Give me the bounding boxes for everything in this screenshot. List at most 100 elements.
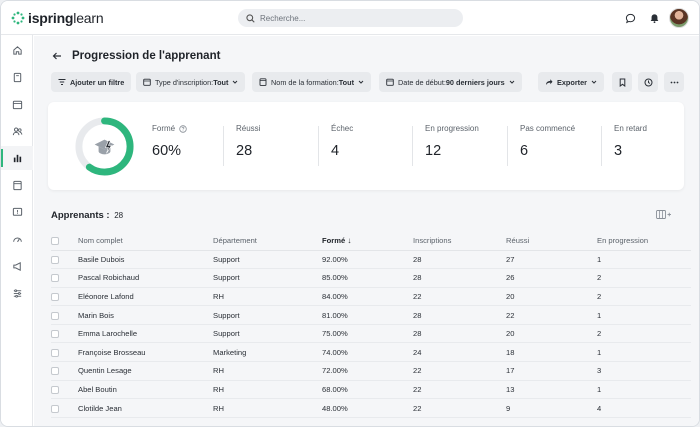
name-cell[interactable]: Clotilde Jean: [78, 398, 213, 418]
row-checkbox[interactable]: [51, 292, 59, 301]
table-row[interactable]: Basile Dubois Support 92.00% 28 27 1: [51, 250, 691, 270]
sidebar-item-home[interactable]: [1, 38, 33, 62]
enrollments-cell: 22: [413, 380, 506, 400]
enrollments-cell: 22: [413, 398, 506, 418]
passed-cell: 18: [506, 342, 597, 363]
filter-enrollment-type[interactable]: Type d'inscription: Tout: [136, 72, 246, 92]
trained-cell: 84.00%: [322, 287, 413, 307]
name-cell[interactable]: Françoise Brosseau: [78, 342, 213, 363]
column-header-passed[interactable]: Réussi: [506, 232, 597, 251]
bookmark-button[interactable]: [612, 72, 632, 92]
ispring-logo-icon: [11, 11, 25, 25]
in-progress-cell: 2: [597, 268, 691, 288]
department-cell: Support: [213, 268, 322, 288]
passed-cell: 17: [506, 361, 597, 381]
row-checkbox[interactable]: [51, 330, 59, 339]
table-row[interactable]: Pascal Robichaud Support 85.00% 28 26 2: [51, 268, 691, 288]
user-avatar[interactable]: [669, 8, 689, 28]
export-button[interactable]: Exporter: [538, 72, 605, 92]
table-row[interactable]: Eléonore Lafond RH 84.00% 22 20 2: [51, 287, 691, 307]
column-header-name[interactable]: Nom complet: [78, 232, 213, 251]
table-row[interactable]: Clotilde Jean RH 48.00% 22 9 4: [51, 398, 691, 418]
row-select-cell: [51, 287, 78, 307]
table-row[interactable]: Françoise Brosseau Marketing 74.00% 24 18 1: [51, 342, 691, 363]
export-label: Exporter: [557, 77, 588, 87]
help-circle-icon[interactable]: [179, 124, 187, 133]
row-checkbox[interactable]: [51, 255, 59, 264]
row-checkbox[interactable]: [51, 367, 59, 376]
sidebar-item-performance[interactable]: [1, 227, 33, 251]
table-row[interactable]: Emma Larochelle Support 75.00% 28 20 2: [51, 324, 691, 344]
add-filter-button[interactable]: Ajouter un filtre: [51, 72, 132, 92]
row-checkbox[interactable]: [51, 385, 59, 394]
table-row[interactable]: Abel Boutin RH 68.00% 22 13 1: [51, 380, 691, 400]
column-header-trained[interactable]: Formé ↓: [322, 232, 413, 251]
enrollments-cell: 28: [413, 250, 506, 270]
book-icon: [13, 72, 21, 82]
stat-not-started-label: Pas commencé: [520, 124, 576, 133]
column-header-enrollments[interactable]: Inscriptions: [413, 232, 506, 251]
row-checkbox[interactable]: [51, 404, 59, 413]
more-horizontal-icon: [670, 81, 678, 83]
schedule-button[interactable]: [638, 72, 658, 92]
filter-course-name-label: Nom de la formation:: [271, 77, 339, 87]
name-cell[interactable]: Pascal Robichaud: [78, 268, 213, 288]
name-cell[interactable]: Abel Boutin: [78, 380, 213, 400]
calendar-icon: [386, 78, 394, 86]
name-cell[interactable]: Basile Dubois: [78, 250, 213, 270]
table-row[interactable]: Marin Bois Support 81.00% 28 22 1: [51, 305, 691, 325]
name-cell[interactable]: Quentin Lesage: [78, 361, 213, 381]
row-select-cell: [51, 250, 78, 270]
search-input[interactable]: [260, 13, 440, 23]
back-arrow-icon[interactable]: [52, 51, 62, 61]
name-cell[interactable]: Eléonore Lafond: [78, 287, 213, 307]
page-title: Progression de l'apprenant: [72, 50, 221, 62]
sidebar-item-announcements[interactable]: [1, 254, 33, 278]
trained-cell: 74.00%: [322, 342, 413, 363]
more-button[interactable]: [664, 72, 684, 92]
name-cell[interactable]: Marin Bois: [78, 305, 213, 325]
brand-name-light: learn: [73, 10, 104, 26]
row-checkbox[interactable]: [51, 311, 59, 320]
table-row[interactable]: Quentin Lesage RH 72.00% 22 17 3: [51, 361, 691, 381]
column-header-department[interactable]: Département: [213, 232, 322, 251]
sidebar-item-courses[interactable]: [1, 173, 33, 197]
name-cell[interactable]: Emma Larochelle: [78, 324, 213, 344]
chat-button[interactable]: [620, 8, 640, 28]
filter-enrollment-type-label: Type d'inscription:: [155, 77, 214, 87]
learners-count: 28: [114, 211, 124, 220]
search-box[interactable]: [238, 9, 463, 27]
department-cell: Support: [213, 324, 322, 344]
bell-icon: [650, 13, 658, 23]
columns-button[interactable]: [656, 210, 672, 219]
department-cell: Support: [213, 250, 322, 270]
row-checkbox[interactable]: [51, 274, 59, 283]
column-header-in-progress[interactable]: En progression: [597, 232, 691, 251]
brand-logo[interactable]: ispring learn: [11, 10, 104, 26]
row-checkbox[interactable]: [51, 348, 59, 357]
graduation-cap-icon: [94, 139, 115, 155]
in-progress-cell: 3: [597, 361, 691, 381]
sidebar-item-calendar[interactable]: [1, 92, 33, 116]
filter-course-name-value: Tout: [338, 77, 354, 87]
filter-course-name[interactable]: Nom de la formation: Tout: [252, 72, 371, 92]
sidebar-item-feedback[interactable]: [1, 200, 33, 224]
in-progress-cell: 1: [597, 380, 691, 400]
filter-start-date[interactable]: Date de début: 90 derniers jours: [379, 72, 522, 92]
page-header: Progression de l'apprenant: [52, 50, 220, 62]
trained-cell: 68.00%: [322, 380, 413, 400]
sidebar-item-library[interactable]: [1, 65, 33, 89]
sort-desc-icon: ↓: [347, 236, 352, 246]
sidebar-item-users[interactable]: [1, 119, 33, 143]
passed-cell: 26: [506, 268, 597, 288]
chevron-down-icon: [509, 80, 515, 84]
sidebar-item-reports[interactable]: [1, 146, 33, 170]
stat-in-progress-value: 12: [425, 143, 442, 159]
select-all-checkbox[interactable]: [51, 237, 59, 246]
in-progress-cell: 1: [597, 342, 691, 363]
sidebar-item-settings[interactable]: [1, 281, 33, 305]
notifications-button[interactable]: [644, 8, 664, 28]
filter-start-date-label: Date de début:: [398, 77, 446, 87]
row-select-cell: [51, 268, 78, 288]
department-cell: RH: [213, 380, 322, 400]
